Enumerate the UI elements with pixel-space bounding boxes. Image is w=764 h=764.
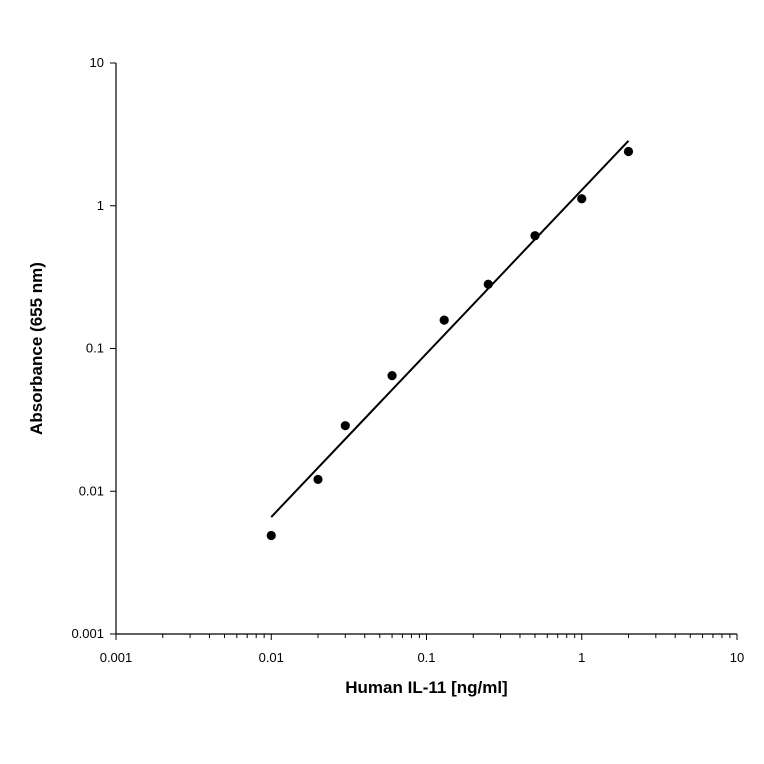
x-tick-label: 1 — [578, 650, 585, 665]
data-point — [483, 279, 493, 289]
y-tick-label: 10 — [90, 55, 104, 70]
x-axis-title: Human IL-11 [ng/ml] — [345, 678, 507, 697]
data-point — [530, 231, 540, 241]
y-tick-label: 0.001 — [71, 626, 104, 641]
y-tick-label: 0.01 — [79, 483, 104, 498]
x-tick-label: 0.001 — [100, 650, 133, 665]
data-point — [577, 194, 587, 204]
trendline-group — [270, 140, 630, 518]
x-tick-label: 10 — [730, 650, 744, 665]
data-point — [439, 315, 449, 325]
data-points — [266, 146, 634, 541]
ticks — [110, 62, 738, 640]
x-tick-label: 0.01 — [259, 650, 284, 665]
y-tick-label: 1 — [97, 198, 104, 213]
tick-labels: 0.001 0.01 0.1 1 10 0.001 0.01 0.1 1 10 — [71, 55, 744, 665]
trendline — [270, 140, 630, 518]
data-point — [266, 530, 276, 541]
data-point — [623, 146, 634, 157]
data-point — [313, 474, 323, 485]
y-tick-label: 0.1 — [86, 341, 104, 356]
data-point — [387, 370, 397, 381]
y-axis-title: Absorbance (655 nm) — [27, 262, 46, 435]
x-tick-label: 0.1 — [417, 650, 435, 665]
axes — [115, 63, 737, 635]
data-point — [340, 421, 350, 431]
